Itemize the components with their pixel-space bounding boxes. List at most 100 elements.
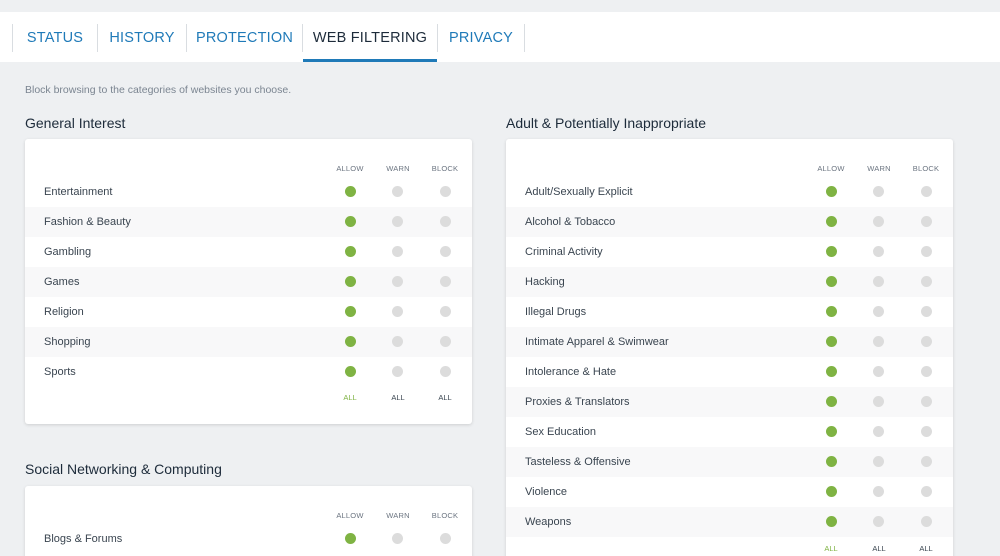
allow-radio[interactable] — [345, 366, 356, 377]
category-label: Adult/Sexually Explicit — [525, 186, 633, 198]
allow-radio[interactable] — [826, 456, 837, 467]
warn-radio[interactable] — [392, 306, 403, 317]
allow-radio[interactable] — [826, 366, 837, 377]
category-label: Gambling — [44, 246, 92, 258]
section-title-adult: Adult & Potentially Inappropriate — [506, 115, 707, 131]
warn-radio[interactable] — [873, 486, 884, 497]
allow-radio[interactable] — [826, 336, 837, 347]
block-radio[interactable] — [440, 216, 451, 227]
allow-radio[interactable] — [345, 276, 356, 287]
block-radio[interactable] — [921, 516, 932, 527]
category-label: Intimate Apparel & Swimwear — [525, 336, 669, 348]
allow-radio[interactable] — [826, 426, 837, 437]
category-card-general: ALLOW WARN BLOCK Entertainment Fashion & … — [25, 139, 472, 424]
category-row: Tasteless & Offensive — [506, 447, 953, 477]
warn-radio[interactable] — [392, 276, 403, 287]
tab-divider — [186, 24, 187, 52]
category-label: Intolerance & Hate — [525, 366, 617, 378]
warn-radio[interactable] — [873, 246, 884, 257]
allow-radio[interactable] — [345, 216, 356, 227]
category-label: Shopping — [44, 336, 91, 348]
block-radio[interactable] — [921, 366, 932, 377]
warn-radio[interactable] — [873, 456, 884, 467]
allow-radio[interactable] — [345, 336, 356, 347]
tab-protection[interactable]: PROTECTION — [195, 30, 294, 46]
intro-text: Block browsing to the categories of webs… — [25, 84, 292, 96]
block-radio[interactable] — [440, 246, 451, 257]
category-label: Entertainment — [44, 186, 113, 198]
allow-radio[interactable] — [826, 246, 837, 257]
section-title-social: Social Networking & Computing — [25, 461, 222, 477]
block-radio[interactable] — [921, 186, 932, 197]
warn-radio[interactable] — [873, 396, 884, 407]
allow-radio[interactable] — [826, 216, 837, 227]
block-radio[interactable] — [440, 533, 451, 544]
warn-radio[interactable] — [392, 366, 403, 377]
warn-all-button[interactable]: ALL — [872, 544, 886, 553]
warn-radio[interactable] — [873, 276, 884, 287]
warn-radio[interactable] — [392, 336, 403, 347]
tab-history[interactable]: HISTORY — [109, 30, 175, 46]
block-radio[interactable] — [440, 366, 451, 377]
warn-all-button[interactable]: ALL — [391, 393, 405, 402]
warn-radio[interactable] — [873, 516, 884, 527]
allow-radio[interactable] — [826, 486, 837, 497]
allow-radio[interactable] — [345, 186, 356, 197]
category-label: Weapons — [525, 516, 572, 528]
block-radio[interactable] — [440, 186, 451, 197]
allow-radio[interactable] — [826, 186, 837, 197]
tab-web-filtering[interactable]: WEB FILTERING — [303, 12, 437, 62]
block-radio[interactable] — [921, 276, 932, 287]
column-header-warn: WARN — [386, 511, 410, 520]
category-row: Fashion & Beauty — [25, 207, 472, 237]
block-radio[interactable] — [440, 336, 451, 347]
block-radio[interactable] — [440, 306, 451, 317]
column-header-warn: WARN — [386, 164, 410, 173]
allow-all-button[interactable]: ALL — [343, 393, 357, 402]
allow-radio[interactable] — [826, 276, 837, 287]
block-radio[interactable] — [921, 336, 932, 347]
block-radio[interactable] — [921, 486, 932, 497]
block-radio[interactable] — [921, 456, 932, 467]
warn-radio[interactable] — [392, 246, 403, 257]
block-radio[interactable] — [440, 276, 451, 287]
warn-radio[interactable] — [873, 216, 884, 227]
allow-radio[interactable] — [345, 246, 356, 257]
block-radio[interactable] — [921, 396, 932, 407]
warn-radio[interactable] — [873, 336, 884, 347]
tab-divider — [302, 24, 303, 52]
category-row: Weapons — [506, 507, 953, 537]
warn-radio[interactable] — [873, 426, 884, 437]
block-all-button[interactable]: ALL — [919, 544, 933, 553]
column-header-block: BLOCK — [431, 511, 459, 520]
block-radio[interactable] — [921, 426, 932, 437]
warn-radio[interactable] — [392, 186, 403, 197]
allow-radio[interactable] — [826, 306, 837, 317]
category-row: Religion — [25, 297, 472, 327]
warn-radio[interactable] — [392, 533, 403, 544]
allow-radio[interactable] — [826, 516, 837, 527]
block-radio[interactable] — [921, 216, 932, 227]
allow-radio[interactable] — [345, 306, 356, 317]
category-card-social: ALLOW WARN BLOCK Blogs & Forums — [25, 486, 472, 556]
tab-privacy[interactable]: PRIVACY — [449, 30, 513, 46]
tab-status[interactable]: STATUS — [26, 30, 84, 46]
tab-bar: STATUS HISTORY PROTECTION WEB FILTERING … — [0, 12, 1000, 62]
block-radio[interactable] — [921, 246, 932, 257]
warn-radio[interactable] — [873, 186, 884, 197]
category-label: Proxies & Translators — [525, 396, 630, 408]
column-header-allow: ALLOW — [817, 164, 845, 173]
allow-all-button[interactable]: ALL — [824, 544, 838, 553]
warn-radio[interactable] — [873, 306, 884, 317]
category-row: Proxies & Translators — [506, 387, 953, 417]
allow-radio[interactable] — [826, 396, 837, 407]
column-header-allow: ALLOW — [336, 164, 364, 173]
tab-divider — [524, 24, 525, 52]
warn-radio[interactable] — [873, 366, 884, 377]
block-all-button[interactable]: ALL — [438, 393, 452, 402]
category-label: Hacking — [525, 276, 565, 288]
allow-radio[interactable] — [345, 533, 356, 544]
category-row: Blogs & Forums — [25, 524, 472, 554]
warn-radio[interactable] — [392, 216, 403, 227]
block-radio[interactable] — [921, 306, 932, 317]
